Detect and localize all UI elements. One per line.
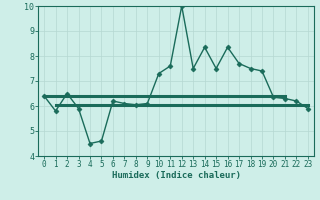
X-axis label: Humidex (Indice chaleur): Humidex (Indice chaleur) (111, 171, 241, 180)
